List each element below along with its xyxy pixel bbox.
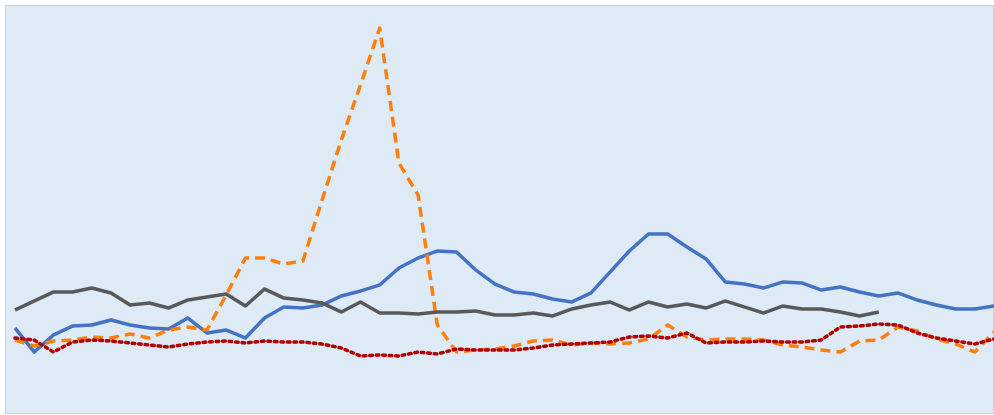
series-line — [13, 322, 994, 358]
series-line — [14, 286, 880, 318]
series-line — [14, 26, 994, 354]
series-line — [13, 232, 994, 354]
plot-area — [5, 5, 994, 414]
